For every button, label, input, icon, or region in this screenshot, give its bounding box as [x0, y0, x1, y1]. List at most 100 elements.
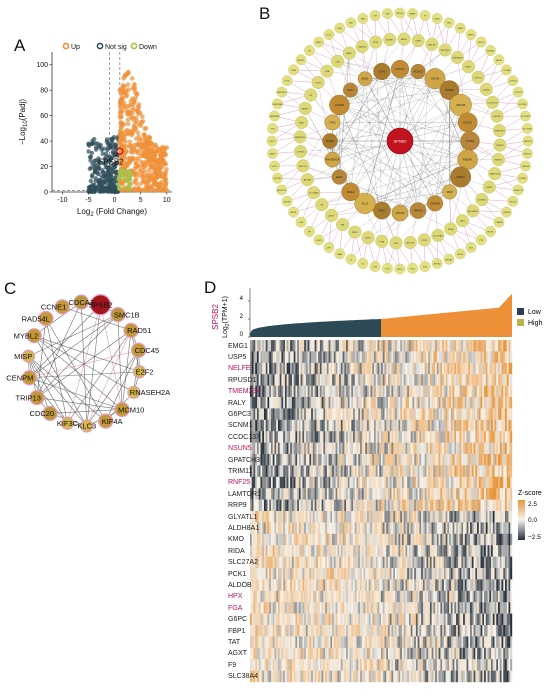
point-down: [127, 187, 132, 192]
point-not-sig: [89, 174, 95, 179]
ppi-b-node: [501, 64, 512, 76]
point-not-sig: [112, 151, 117, 156]
ppi-b-node: [281, 195, 293, 207]
gene-label-slc27a2: SLC27A2: [228, 559, 258, 567]
ppi-b-node: [304, 45, 315, 56]
ppi-b-hub-node: [439, 80, 460, 100]
ppi-c-node-kif4a: [98, 413, 114, 429]
ppi-b-node: [331, 54, 345, 68]
ppi-c-node-label: MISP: [14, 352, 32, 361]
ppi-b-node-label: E2F2: [336, 175, 343, 179]
ppi-b-node-label: SLCO1B1: [523, 128, 533, 130]
ppi-b-node: [521, 148, 533, 159]
ppi-b-node-label: HPX: [394, 243, 399, 245]
point-up: [126, 87, 131, 92]
ppi-b-node: [296, 159, 310, 173]
ppi-b-node-label: CPS1: [373, 42, 379, 44]
point-down: [128, 182, 133, 187]
volcano-x-label: Log2 (Fold Change): [77, 207, 147, 218]
ppi-b-node-label: NSUN5: [493, 116, 501, 118]
panel-label-c: C: [4, 279, 17, 298]
point-up: [147, 135, 153, 141]
ppi-c-node-kif3c: [60, 416, 75, 430]
ppi-b-node-label: ARG1: [478, 41, 484, 44]
ppi-b-node-label: CYP3A4: [503, 69, 512, 72]
legend-high-swatch: [517, 319, 524, 326]
point-not-sig: [86, 149, 91, 154]
ppi-b-node-label: APOC3: [299, 165, 307, 168]
ppi-c-node-label: KIF4A: [102, 417, 123, 426]
point-not-sig: [92, 158, 97, 163]
x-tick-label: 0: [113, 197, 117, 204]
point-not-sig: [101, 146, 106, 151]
ppi-b-node-label: ITIH1: [315, 82, 321, 84]
ppi-c-node-mcm10: [114, 401, 130, 418]
ppi-b-node: [419, 261, 431, 272]
top-ytick-2: 2: [240, 314, 244, 320]
point-not-sig: [87, 185, 93, 191]
point-up: [136, 142, 142, 148]
ppi-b-node-label: KNG1: [397, 269, 403, 271]
ppi-b-node: [443, 17, 455, 29]
point-up: [157, 187, 163, 193]
ppi-b-node-label: CYP2C8: [509, 81, 518, 83]
ppi-b-node: [431, 13, 443, 24]
ppi-b-node-label: C3: [362, 263, 365, 265]
ppi-b-node-label: F9: [321, 205, 324, 207]
spsb2-leader: [113, 153, 119, 158]
ppi-b-node-label: FGG: [410, 268, 415, 270]
ppi-b-node-label: ADH1B: [487, 49, 494, 52]
ppi-b-node-label: ABCB11: [524, 140, 532, 143]
ppi-b-node-label: CEBPA: [503, 211, 510, 214]
point-up: [129, 128, 134, 134]
ppi-b-node-label: APOA2: [434, 262, 442, 265]
point-up: [121, 136, 127, 141]
ppi-b-node: [288, 64, 299, 76]
ppi-b-node: [281, 75, 293, 87]
ppi-b-node: [276, 184, 288, 196]
ppi-b-node-label: HAO1: [346, 52, 353, 55]
ppi-b-node: [361, 231, 375, 245]
x-tick-label: 10: [163, 197, 171, 204]
ppi-b-node-label: TMEM234: [452, 57, 463, 59]
ppi-b-hub-node: [390, 59, 410, 79]
ppi-b-node-label: APOB: [458, 253, 464, 256]
ppi-b-node-label: PRKCA: [396, 67, 405, 71]
ppi-b-node-label: KIF4A: [347, 190, 354, 194]
ppi-b-node-label: TRIM11: [496, 145, 504, 147]
ppi-b-node-label: SMC1B: [456, 103, 465, 107]
ppi-b-node: [313, 234, 325, 246]
ppi-b-node: [493, 216, 505, 228]
ppi-b-node-label: G6PC3: [475, 77, 483, 79]
expression-area: [248, 288, 512, 338]
point-up: [157, 168, 163, 174]
ppi-b-node-label: GC: [308, 50, 312, 52]
ppi-b-node: [345, 17, 357, 29]
point-not-sig: [114, 146, 120, 151]
ppi-b-node: [313, 36, 325, 48]
ppi-b-node: [315, 198, 329, 212]
ppi-b-node-label: C8B: [335, 61, 340, 63]
point-up: [148, 183, 154, 189]
point-up: [118, 119, 123, 125]
point-not-sig: [91, 189, 96, 194]
legend-label-2: Down: [139, 44, 157, 51]
ppi-b-node-label: PLG: [385, 268, 389, 270]
point-down: [116, 175, 122, 180]
point-up: [125, 104, 130, 109]
gene-label-ccdc137: CCDC137: [228, 433, 260, 441]
point-up: [133, 176, 139, 181]
ppi-b-node-label: AURKB: [335, 103, 344, 107]
gene-label-aldob: ALDOB: [228, 581, 252, 589]
ppi-c-node-label: CDC20: [30, 409, 55, 418]
point-not-sig: [104, 137, 110, 142]
ppi-b-node-label: CDC45: [431, 77, 440, 81]
ppi-b-node-label: RALY: [466, 66, 472, 69]
point-up: [130, 187, 136, 192]
point-up: [119, 124, 124, 130]
ppi-b-node-label: ITIH4: [291, 70, 297, 72]
ppi-b-node-label: AHSG: [302, 107, 308, 110]
gene-label-nsun5: NSUN5: [228, 445, 252, 453]
volcano-plot: Up Not sig Down SPSB2 -10 -5 0 5 1002040608010…: [18, 42, 172, 218]
point-up: [159, 154, 165, 160]
